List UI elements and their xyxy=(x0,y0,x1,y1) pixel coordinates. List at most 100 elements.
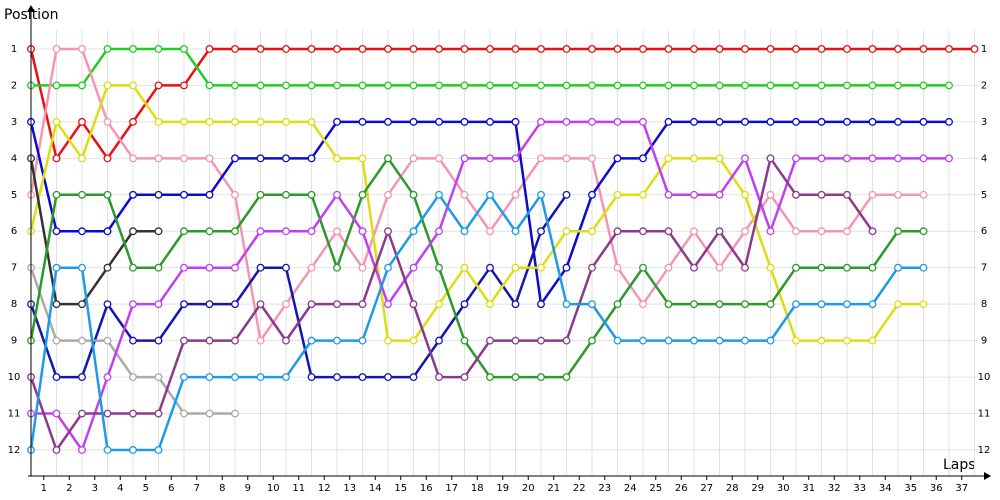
marker xyxy=(537,117,545,126)
marker xyxy=(129,117,137,126)
marker xyxy=(715,190,724,199)
marker xyxy=(384,227,392,236)
marker xyxy=(358,45,367,53)
marker xyxy=(639,117,647,126)
marker xyxy=(52,227,61,236)
marker xyxy=(817,190,826,199)
marker xyxy=(180,300,188,309)
marker xyxy=(639,45,647,53)
marker xyxy=(919,300,928,309)
marker xyxy=(868,263,877,272)
marker xyxy=(843,336,851,345)
marker xyxy=(613,81,622,90)
marker xyxy=(537,263,545,272)
marker xyxy=(690,81,698,90)
marker xyxy=(282,190,290,199)
marker xyxy=(435,45,443,53)
x-tick-label: 20 xyxy=(522,483,535,494)
marker xyxy=(103,81,112,90)
marker xyxy=(52,446,61,454)
marker xyxy=(460,81,469,90)
marker xyxy=(129,81,137,90)
marker xyxy=(333,263,341,272)
marker xyxy=(256,81,265,90)
marker xyxy=(358,227,367,236)
marker xyxy=(103,154,112,163)
marker xyxy=(613,45,622,53)
marker xyxy=(333,190,341,199)
marker xyxy=(919,45,928,53)
marker xyxy=(154,336,163,345)
marker xyxy=(154,263,163,272)
marker xyxy=(333,81,341,90)
marker xyxy=(486,190,494,199)
marker xyxy=(843,81,851,90)
marker xyxy=(664,190,673,199)
marker xyxy=(180,154,188,163)
marker xyxy=(766,300,775,309)
marker xyxy=(664,227,673,236)
marker xyxy=(817,227,826,236)
marker xyxy=(664,81,673,90)
marker xyxy=(639,263,647,272)
series-line xyxy=(29,158,159,306)
x-axis-arrow xyxy=(984,472,991,480)
marker xyxy=(435,263,443,272)
x-tick-label: 22 xyxy=(573,483,586,494)
marker xyxy=(486,373,494,382)
marker xyxy=(766,263,775,272)
y-tick-label: 7 xyxy=(11,263,17,274)
y-tick-label: 9 xyxy=(11,336,17,347)
marker xyxy=(129,300,137,309)
marker xyxy=(690,336,698,345)
marker xyxy=(78,81,86,90)
marker xyxy=(205,154,214,163)
marker xyxy=(460,154,469,163)
marker xyxy=(817,263,826,272)
marker xyxy=(384,190,392,199)
marker xyxy=(894,227,902,236)
y-tick-label-right: 10 xyxy=(978,372,991,383)
y-tick-label: 4 xyxy=(11,153,17,164)
marker xyxy=(307,154,316,163)
marker xyxy=(78,190,86,199)
marker xyxy=(945,154,953,163)
marker xyxy=(613,336,622,345)
x-tick-label: 26 xyxy=(675,483,688,494)
marker xyxy=(409,227,418,236)
y-tick-label-right: 7 xyxy=(981,263,987,274)
marker xyxy=(562,81,571,90)
marker xyxy=(307,300,316,309)
marker xyxy=(358,81,367,90)
marker xyxy=(205,336,214,345)
marker xyxy=(766,81,775,90)
marker xyxy=(486,300,494,309)
marker xyxy=(129,154,137,163)
marker xyxy=(766,154,775,163)
marker xyxy=(307,373,316,382)
marker xyxy=(460,45,469,53)
marker xyxy=(256,373,265,382)
marker xyxy=(715,81,724,90)
marker xyxy=(205,373,214,382)
marker xyxy=(562,117,571,126)
x-axis-title: Laps xyxy=(943,457,976,473)
marker xyxy=(103,446,112,454)
marker xyxy=(231,263,239,272)
x-tick-label: 27 xyxy=(700,483,713,494)
marker xyxy=(792,117,800,126)
marker xyxy=(919,154,928,163)
marker xyxy=(129,45,137,53)
marker xyxy=(843,300,851,309)
marker xyxy=(486,227,494,236)
marker xyxy=(154,373,163,382)
marker xyxy=(435,300,443,309)
marker xyxy=(511,300,520,309)
marker xyxy=(894,117,902,126)
marker xyxy=(715,300,724,309)
marker xyxy=(588,227,596,236)
marker xyxy=(639,154,647,163)
marker xyxy=(52,81,61,90)
marker xyxy=(664,45,673,53)
